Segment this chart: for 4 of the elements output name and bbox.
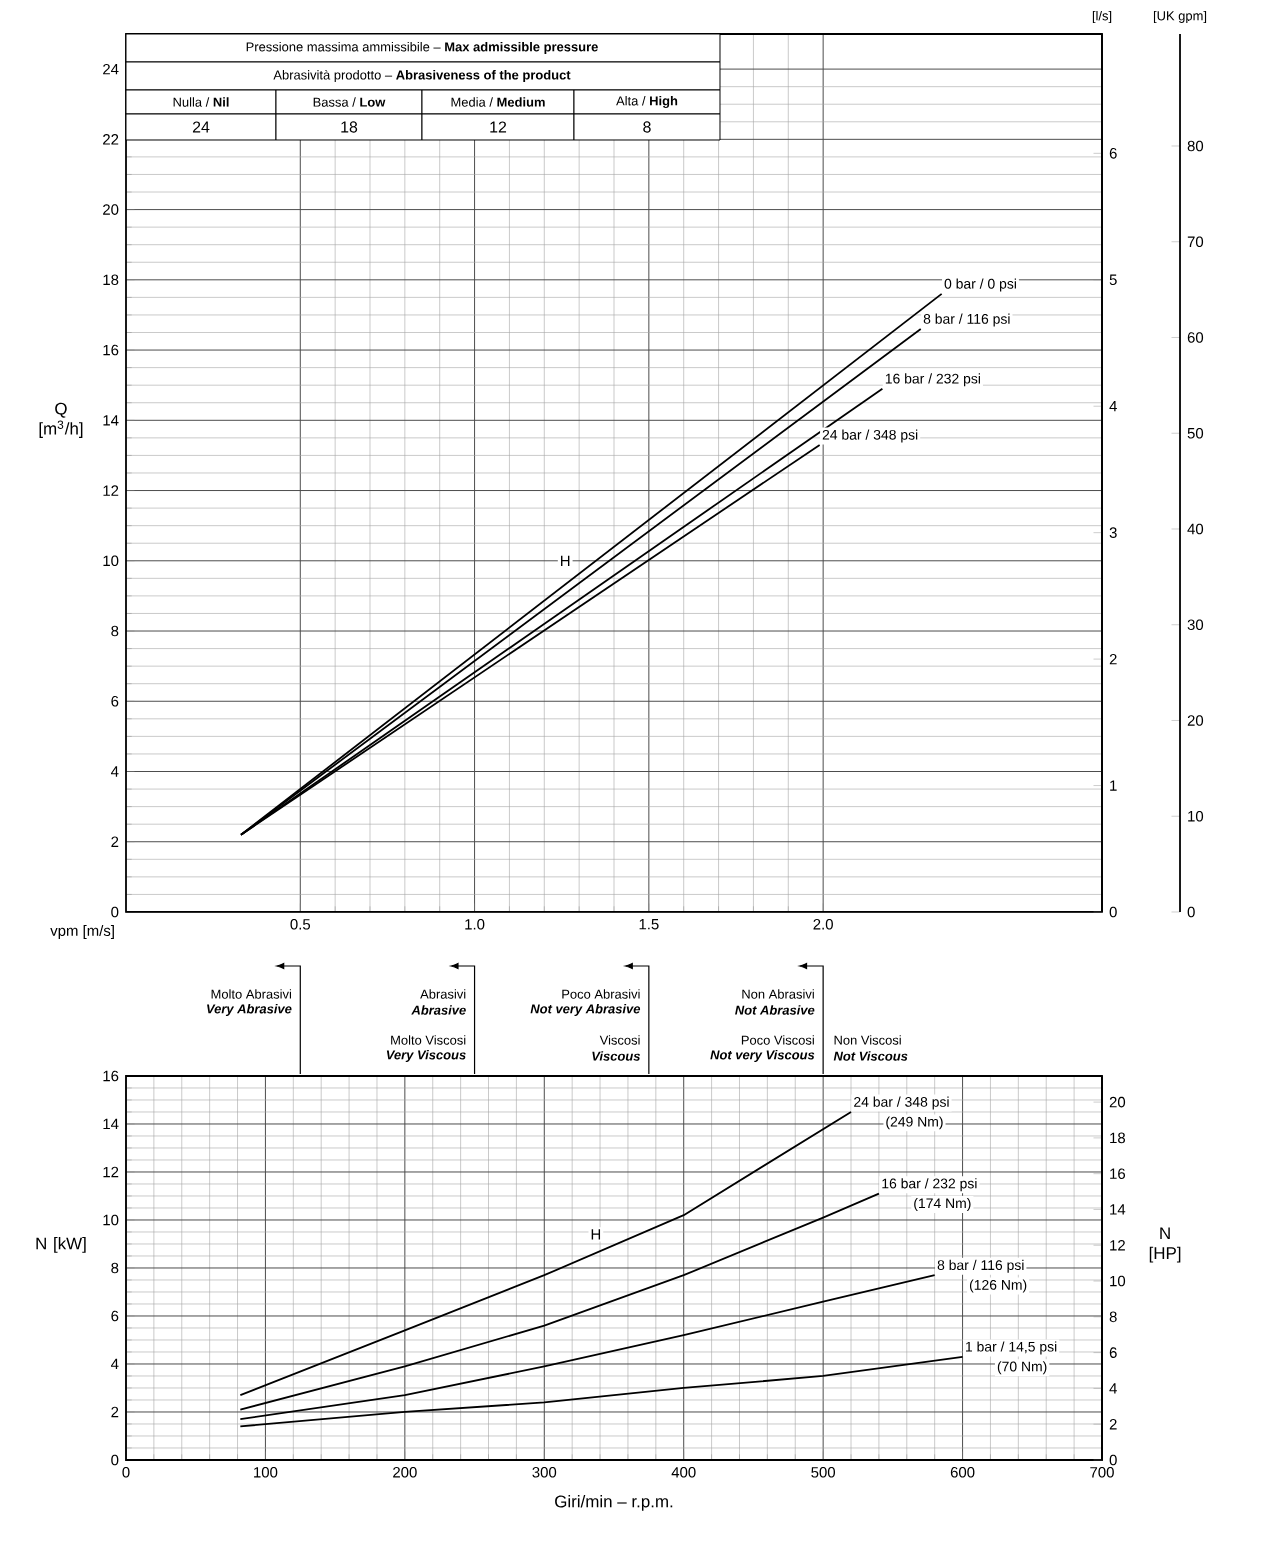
x-axis-title: Giri/min – r.p.m.	[555, 1495, 673, 1511]
y-axis-title: N [kW]	[36, 1237, 86, 1253]
y-axis-title: Q [m$^{3}$/h]	[39, 402, 83, 438]
y2-axis-title: N [HP]	[1149, 1227, 1181, 1263]
